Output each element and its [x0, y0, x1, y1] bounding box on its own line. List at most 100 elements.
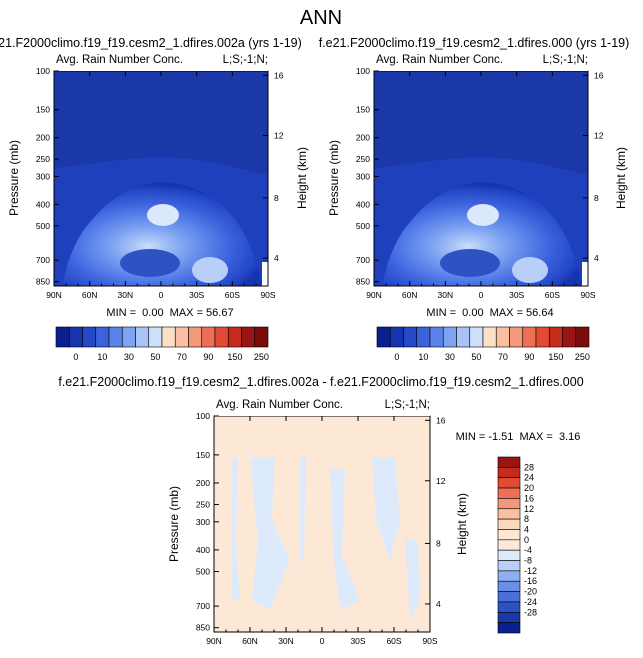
y-tick-label: 150 [36, 105, 50, 115]
panel-3: f.e21.F2000climo.f19_f19.cesm2_1.dfires.… [58, 375, 583, 646]
y-tick-label: 300 [36, 171, 50, 181]
colorbar-label: 250 [575, 352, 590, 362]
panel-2-minimum-region [440, 249, 500, 277]
colorbar-label: 28 [524, 462, 534, 472]
panel-1: f.e21.F2000climo.f19_f19.cesm2_1.dfires.… [0, 36, 309, 362]
panel-1-x-axis: 90N 60N 30N 0 30S 60S 90S [46, 71, 276, 300]
colorbar-swatch [497, 580, 521, 592]
x-tick-label: 90N [206, 636, 222, 646]
panel-1-minimum-region [120, 249, 180, 277]
panel-3-neg-region-3 [300, 458, 306, 560]
y-tick-label: 850 [356, 277, 370, 287]
colorbar-swatch [497, 570, 521, 582]
right-tick-label: 12 [594, 131, 604, 141]
colorbar-label: -16 [524, 576, 537, 586]
colorbar-swatch [548, 326, 563, 348]
right-tick-label: 16 [274, 70, 284, 80]
colorbar-swatch [497, 601, 521, 613]
colorbar-swatch [108, 326, 123, 348]
colorbar-swatch [201, 326, 216, 348]
colorbar-swatch [456, 326, 471, 348]
colorbar-swatch [497, 498, 521, 510]
y-tick-label: 850 [36, 277, 50, 287]
panel-2-colorbar: 0 10 30 50 70 90 150 250 [376, 326, 590, 362]
panel-2-ylabel: Pressure (mb) [327, 140, 341, 216]
x-tick-label: 0 [479, 290, 484, 300]
colorbar-swatch [497, 477, 521, 489]
colorbar-label: 150 [227, 352, 242, 362]
panel-3-neg-region-6 [405, 540, 420, 620]
colorbar-swatch [562, 326, 577, 348]
right-tick-label: 4 [436, 599, 441, 609]
panel-3-stats: MIN = -1.51 MAX = 3.16 [456, 431, 581, 443]
y-tick-label: 100 [356, 66, 370, 76]
page-title: ANN [300, 7, 342, 29]
colorbar-label: -20 [524, 587, 537, 597]
y-tick-label: 700 [36, 255, 50, 265]
colorbar-label: 0 [524, 535, 529, 545]
colorbar-swatch [121, 326, 136, 348]
y-tick-label: 400 [36, 199, 50, 209]
x-tick-label: 60S [545, 290, 560, 300]
panel-3-subtitle-strip [214, 403, 430, 416]
colorbar-swatch [497, 539, 521, 551]
x-tick-label: 90S [422, 636, 437, 646]
x-tick-label: 0 [159, 290, 164, 300]
x-tick-label: 90N [46, 290, 62, 300]
panel-3-corner-label: L;S;-1;N; [385, 399, 430, 411]
right-tick-label: 16 [436, 415, 446, 425]
colorbar-swatch [241, 326, 256, 348]
panel-3-right-axis: 16 12 8 4 [425, 415, 446, 609]
colorbar-swatch [214, 326, 229, 348]
panel-2: f.e21.F2000climo.f19_f19.cesm2_1.dfires.… [319, 36, 630, 362]
colorbar-swatch [535, 326, 550, 348]
x-tick-label: 30N [118, 290, 134, 300]
x-tick-label: 30S [350, 636, 365, 646]
colorbar-label: 24 [524, 473, 534, 483]
colorbar-label: 30 [445, 352, 455, 362]
colorbar-label: -24 [524, 597, 537, 607]
panel-1-y-axis: 100 150 200 250 300 400 500 700 850 [36, 66, 59, 287]
right-tick-label: 12 [274, 131, 284, 141]
colorbar-swatch [522, 326, 537, 348]
panel-1-corner-label: L;S;-1;N; [223, 54, 268, 66]
y-tick-label: 250 [196, 500, 210, 510]
panel-1-ylabel-right: Height (km) [295, 147, 309, 209]
panel-2-subtitle: Avg. Rain Number Conc. [376, 54, 503, 66]
y-tick-label: 100 [196, 411, 210, 421]
panel-3-subtitle: Avg. Rain Number Conc. [216, 399, 343, 411]
panel-1-right-axis: 16 12 8 4 [263, 70, 284, 263]
colorbar-label: 70 [498, 352, 508, 362]
panel-2-corner-label: L;S;-1;N; [543, 54, 588, 66]
panel-3-neg-region-1 [232, 458, 240, 600]
panel-1-subtitle: Avg. Rain Number Conc. [56, 54, 183, 66]
colorbar-swatch [429, 326, 444, 348]
y-tick-label: 500 [36, 221, 50, 231]
colorbar-label: 150 [548, 352, 563, 362]
colorbar-swatch [509, 326, 524, 348]
right-tick-label: 16 [594, 70, 604, 80]
y-tick-label: 250 [356, 154, 370, 164]
y-tick-label: 100 [36, 66, 50, 76]
colorbar-swatch [497, 508, 521, 520]
colorbar-swatch [497, 622, 521, 634]
y-tick-label: 150 [356, 105, 370, 115]
x-tick-label: 60N [242, 636, 258, 646]
y-tick-label: 300 [196, 517, 210, 527]
x-tick-label: 30N [278, 636, 294, 646]
colorbar-swatch [497, 611, 521, 623]
x-tick-label: 90S [580, 290, 595, 300]
y-tick-label: 300 [356, 171, 370, 181]
panel-3-ylabel-right: Height (km) [455, 493, 469, 555]
x-tick-label: 90N [366, 290, 382, 300]
colorbar-label: 90 [203, 352, 213, 362]
colorbar-label: 10 [418, 352, 428, 362]
colorbar-swatch [174, 326, 189, 348]
colorbar-label: 250 [254, 352, 269, 362]
colorbar-swatch [148, 326, 163, 348]
colorbar-swatch [227, 326, 242, 348]
panel-3-title: f.e21.F2000climo.f19_f19.cesm2_1.dfires.… [58, 375, 583, 389]
colorbar-swatch [188, 326, 203, 348]
colorbar-label: 12 [524, 504, 534, 514]
panel-3-x-axis: 90N 60N 30N 0 30S 60S 90S [206, 416, 438, 646]
